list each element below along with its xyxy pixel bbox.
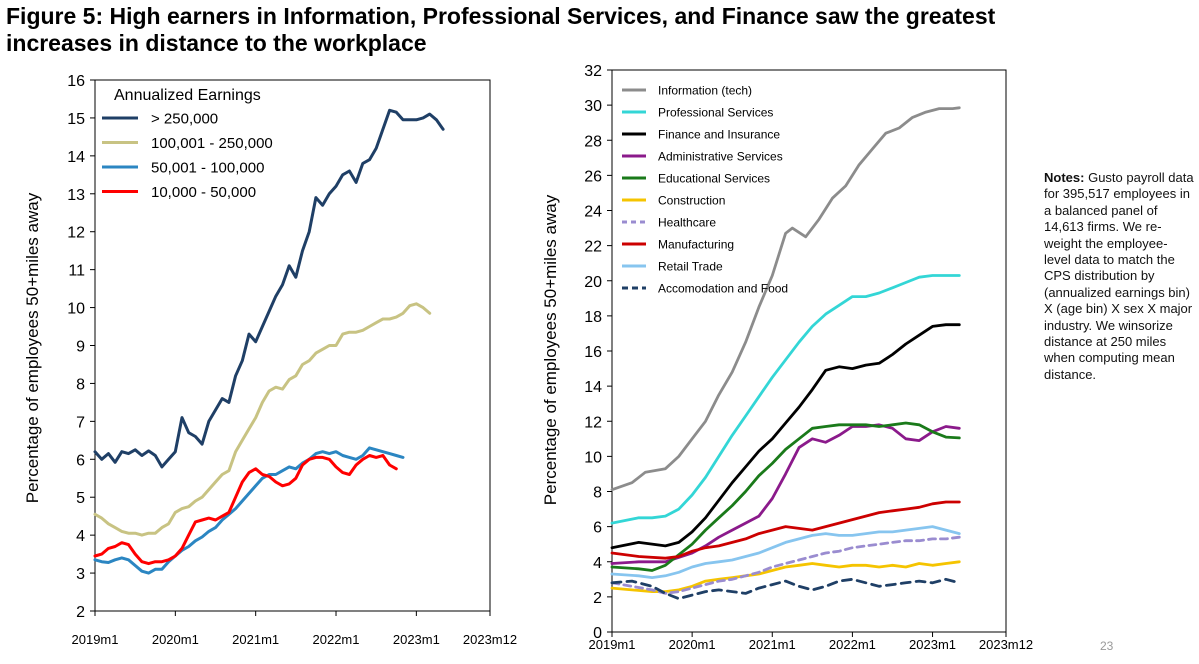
- industry-legend-label-2: Finance and Insurance: [658, 127, 780, 141]
- industry-x-tick-label: 2019m1: [589, 637, 636, 652]
- industry-legend-label-5: Construction: [658, 193, 725, 207]
- earnings-y-tick-label: 16: [67, 73, 85, 90]
- industry-legend-label-0: Information (tech): [658, 83, 752, 97]
- industry-y-tick-label: 0: [593, 625, 602, 642]
- earnings-y-tick-label: 7: [76, 414, 85, 431]
- earnings-y-tick-label: 2: [76, 604, 85, 621]
- industry-y-tick-label: 8: [593, 485, 602, 502]
- industry-x-tick-label: 2021m1: [749, 637, 796, 652]
- industry-series-line-1: [610, 274, 961, 525]
- figure-title-line-2: increases in distance to the workplace: [6, 30, 427, 56]
- industry-y-tick-label: 2: [593, 590, 602, 607]
- earnings-x-tick-label: 2022m1: [313, 632, 360, 647]
- notes-text: Notes: Gusto payroll data for 395,517 em…: [1044, 170, 1194, 383]
- earnings-series-line-0: [93, 108, 445, 469]
- earnings-y-tick-label: 8: [76, 376, 85, 393]
- earnings-y-tick-label: 3: [76, 566, 85, 583]
- slide-number: 23: [1100, 639, 1114, 653]
- earnings-x-tick-label: 2023m1: [393, 632, 440, 647]
- industry-legend-label-1: Professional Services: [658, 105, 773, 119]
- industry-y-tick-label: 32: [584, 63, 602, 80]
- figure-title: Figure 5: High earners in Information, P…: [6, 3, 1156, 57]
- industry-y-tick-label: 22: [584, 239, 602, 256]
- industry-x-tick-label: 2023m1: [909, 637, 956, 652]
- industry-y-tick-label: 20: [584, 274, 602, 291]
- earnings-y-axis-label: Percentage of employees 50+miles away: [23, 192, 42, 503]
- earnings-legend-label-2: 50,001 - 100,000: [151, 159, 264, 176]
- industry-legend-label-6: Healthcare: [658, 215, 716, 229]
- earnings-y-tick-label: 6: [76, 452, 85, 469]
- industry-legend-label-9: Accomodation and Food: [658, 281, 788, 295]
- industry-y-tick-label: 10: [584, 449, 602, 466]
- industry-y-tick-label: 26: [584, 168, 602, 185]
- earnings-y-tick-label: 11: [68, 263, 85, 280]
- industry-series-line-0: [610, 106, 961, 492]
- industry-y-tick-label: 12: [584, 414, 602, 431]
- industry-y-tick-label: 30: [584, 98, 602, 115]
- industry-series-line-8: [610, 525, 961, 579]
- industry-series-line-4: [610, 421, 961, 572]
- industry-y-tick-label: 6: [593, 520, 602, 537]
- earnings-y-tick-label: 5: [76, 490, 85, 507]
- earnings-legend-label-0: > 250,000: [151, 110, 218, 127]
- industry-x-tick-label: 2023m12: [979, 637, 1033, 652]
- earnings-x-tick-label: 2019m1: [72, 632, 119, 647]
- figure-title-line-1: Figure 5: High earners in Information, P…: [6, 3, 996, 29]
- industry-y-tick-label: 16: [584, 344, 602, 361]
- industry-series-line-2: [610, 323, 961, 550]
- earnings-y-tick-label: 10: [67, 301, 85, 318]
- industry-y-tick-label: 18: [584, 309, 602, 326]
- industry-x-tick-label: 2020m1: [669, 637, 716, 652]
- industry-y-tick-label: 14: [584, 379, 602, 396]
- industry-legend-label-8: Retail Trade: [658, 259, 723, 273]
- industry-y-tick-label: 28: [584, 133, 602, 150]
- industry-series-line-9: [610, 577, 961, 600]
- industry-series-line-5: [610, 560, 961, 593]
- earnings-y-tick-label: 13: [67, 187, 85, 204]
- earnings-y-tick-label: 12: [67, 225, 85, 242]
- earnings-legend-title: Annualized Earnings: [114, 87, 261, 104]
- industry-y-tick-label: 24: [584, 204, 602, 221]
- earnings-y-tick-label: 15: [67, 111, 85, 128]
- industry-series-line-6: [610, 535, 961, 595]
- earnings-series-line-1: [93, 302, 432, 537]
- earnings-x-tick-label: 2023m12: [463, 632, 517, 647]
- earnings-y-tick-label: 9: [76, 339, 85, 356]
- industry-y-axis-label: Percentage of employees 50+miles away: [541, 194, 560, 505]
- earnings-series-line-2: [93, 446, 405, 575]
- industry-legend-label-3: Administrative Services: [658, 149, 783, 163]
- notes-label: Notes:: [1044, 170, 1085, 185]
- earnings-x-tick-label: 2020m1: [152, 632, 199, 647]
- industry-series-line-7: [610, 500, 961, 560]
- earnings-y-tick-label: 14: [67, 149, 85, 166]
- earnings-y-tick-label: 4: [76, 528, 85, 545]
- earnings-chart: 2 3 4 5 6 7 8 9 10 11 12 13 14 15 16 2019m1 2020m1 2021m1…: [23, 73, 517, 647]
- earnings-legend-label-3: 10,000 - 50,000: [151, 184, 256, 201]
- industry-x-tick-label: 2022m1: [829, 637, 876, 652]
- industry-legend-label-7: Manufacturing: [658, 237, 734, 251]
- earnings-x-tick-label: 2021m1: [232, 632, 279, 647]
- earnings-legend-label-1: 100,001 - 250,000: [151, 135, 273, 152]
- industry-legend-label-4: Educational Services: [658, 171, 770, 185]
- earnings-series-line-3: [93, 454, 398, 566]
- notes-body: Gusto payroll data for 395,517 employees…: [1044, 170, 1194, 382]
- industry-y-tick-label: 4: [593, 555, 602, 572]
